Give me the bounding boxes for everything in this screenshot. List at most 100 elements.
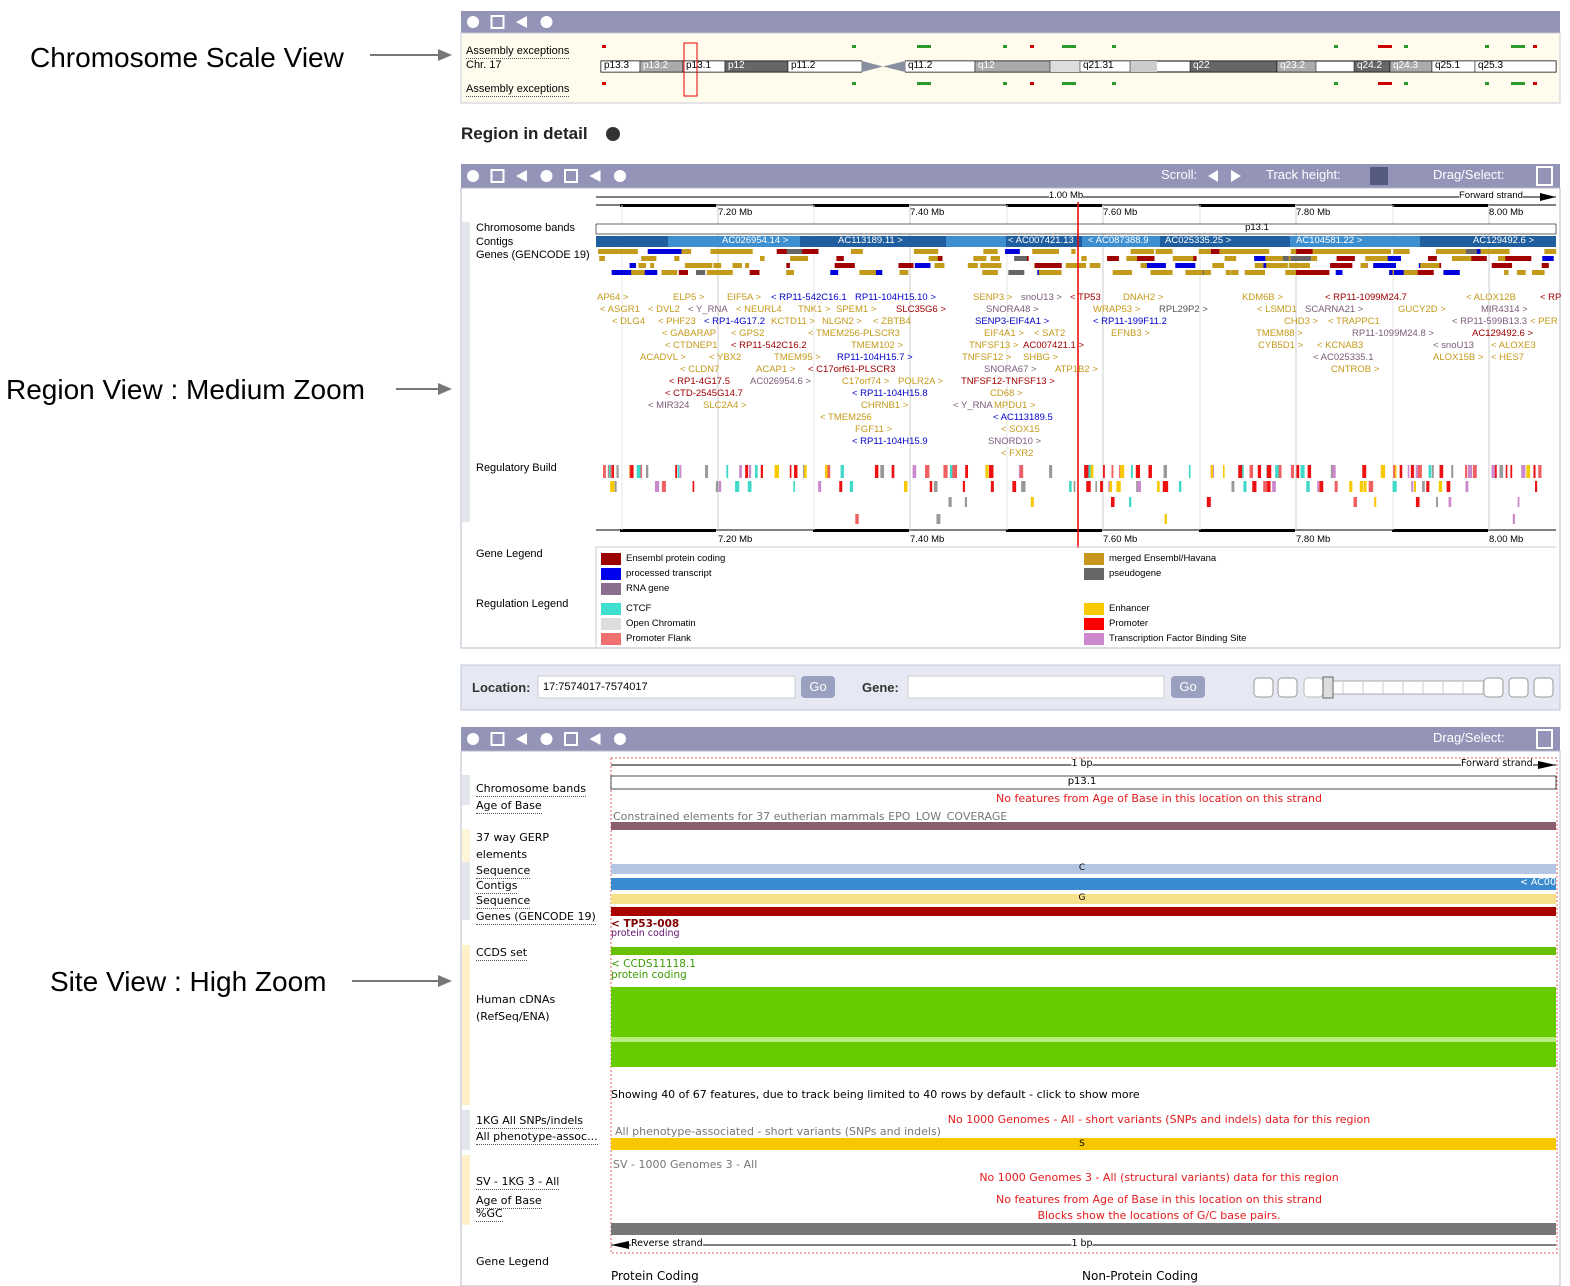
regulatory-feature xyxy=(1266,481,1271,492)
regulatory-feature xyxy=(964,497,967,507)
gene xyxy=(1281,263,1288,268)
regulatory-feature xyxy=(952,465,957,478)
icon xyxy=(1370,167,1388,185)
gene-label: TNFSF13 > xyxy=(969,340,1019,351)
gene xyxy=(1532,270,1545,275)
label: < AC00 xyxy=(1519,877,1556,888)
gene-label: SENP3 > xyxy=(973,292,1013,303)
location-input-text[interactable]: 17:7574017-7574017 xyxy=(543,681,648,693)
band-label: p12 xyxy=(728,60,745,71)
band-label: p13.3 xyxy=(604,60,630,71)
track-label: %GC xyxy=(476,1207,503,1222)
gene-label: TNK1 > xyxy=(798,304,831,315)
gene-label: C17orf74 > xyxy=(842,376,890,387)
gene-label: KDM6B > xyxy=(1242,292,1283,303)
gene-label: TMEM88 > xyxy=(1256,328,1303,339)
gene xyxy=(629,263,637,268)
label: Track height: xyxy=(1266,167,1341,182)
icon xyxy=(467,733,479,745)
gene xyxy=(1172,256,1195,261)
gene-label: MPDU1 > xyxy=(994,400,1036,411)
strand-arrow xyxy=(1540,193,1556,201)
regulatory-feature xyxy=(849,481,854,492)
label: Forward strand xyxy=(1461,758,1533,770)
regulatory-feature xyxy=(1349,481,1353,492)
gene-label: < SOX15 xyxy=(1001,424,1040,435)
gene-label: ELP5 > xyxy=(673,292,705,303)
gene xyxy=(624,270,645,275)
cdna xyxy=(611,1042,1556,1067)
regulatory-feature xyxy=(949,465,953,478)
gene-label: SNORD10 > xyxy=(988,436,1042,447)
gene xyxy=(1285,270,1300,275)
gene-label: < DLG4 xyxy=(612,316,646,327)
label: Assembly exceptions xyxy=(466,83,570,97)
label: Chr. 17 xyxy=(466,59,502,71)
legend-label: Promoter Flank xyxy=(626,633,691,644)
gene xyxy=(1225,270,1231,275)
axis-segment xyxy=(1392,204,1488,207)
label: Non-Protein Coding xyxy=(1082,1269,1199,1283)
gene xyxy=(1352,249,1392,254)
gene xyxy=(1150,270,1173,275)
gene-label: < SAT2 xyxy=(1034,328,1066,339)
regulatory-feature xyxy=(1084,465,1089,478)
regulatory-feature xyxy=(827,465,831,478)
cdna xyxy=(611,987,1556,1037)
regulatory-feature xyxy=(933,481,938,492)
gene xyxy=(1212,263,1225,268)
gene xyxy=(1393,270,1404,275)
regulatory-feature xyxy=(760,465,763,478)
gene xyxy=(1038,270,1062,275)
track-label: 1KG All SNPs/indels xyxy=(476,1114,584,1129)
regulatory-feature xyxy=(636,465,641,478)
gene xyxy=(1210,249,1220,254)
gene-label: POLR2A > xyxy=(898,376,944,387)
regulatory-feature xyxy=(1392,481,1397,492)
regulatory-feature xyxy=(1306,481,1310,492)
regulatory-feature xyxy=(1491,465,1496,478)
gene-label: < snoU13 xyxy=(1433,340,1474,351)
gene-input xyxy=(907,675,1165,699)
gene xyxy=(1376,263,1397,268)
label: Forward strand xyxy=(1459,190,1523,202)
go-button[interactable]: Go xyxy=(1179,679,1197,694)
tick-label: 7.60 Mb xyxy=(1103,207,1138,218)
regulatory-feature xyxy=(1163,465,1167,478)
axis-segment xyxy=(1006,204,1102,207)
regulatory-feature xyxy=(1510,465,1513,478)
regulatory-feature xyxy=(1307,465,1312,478)
gene xyxy=(647,249,682,254)
tick-label: 7.40 Mb xyxy=(910,534,945,545)
gene xyxy=(1014,256,1027,261)
gene xyxy=(1231,270,1239,275)
gene xyxy=(1330,263,1353,268)
legend-swatch xyxy=(1084,603,1104,615)
regulatory-feature xyxy=(1137,481,1142,492)
regulatory-feature xyxy=(989,465,994,478)
regulatory-feature xyxy=(1252,481,1257,492)
label: Blocks show the locations of G/C base pa… xyxy=(1037,1209,1281,1222)
label: Chromosome bands xyxy=(476,222,576,234)
regulatory-feature xyxy=(1526,465,1531,478)
track-label: 37 way GERP elements xyxy=(476,831,549,861)
icon xyxy=(467,16,479,28)
gene xyxy=(1420,263,1440,268)
icon xyxy=(516,733,527,745)
gene xyxy=(786,263,790,268)
icon xyxy=(614,170,626,182)
legend-label: Ensembl protein coding xyxy=(626,553,726,564)
gene xyxy=(1335,270,1343,275)
regulatory-feature xyxy=(1049,465,1053,478)
gene-label: RP11-1099M24.8 > xyxy=(1352,328,1434,339)
gene xyxy=(692,263,713,268)
regulatory-feature xyxy=(1465,481,1469,492)
band-label: p11.2 xyxy=(791,60,816,71)
gene-label: SCARNA21 > xyxy=(1305,304,1364,315)
gene xyxy=(1130,249,1154,254)
assembly-exception xyxy=(1378,82,1392,85)
gene-label: < PHF23 xyxy=(658,316,696,327)
go-button[interactable]: Go xyxy=(809,679,827,694)
label: Regulatory Build xyxy=(476,462,557,474)
legend-swatch xyxy=(601,633,621,645)
